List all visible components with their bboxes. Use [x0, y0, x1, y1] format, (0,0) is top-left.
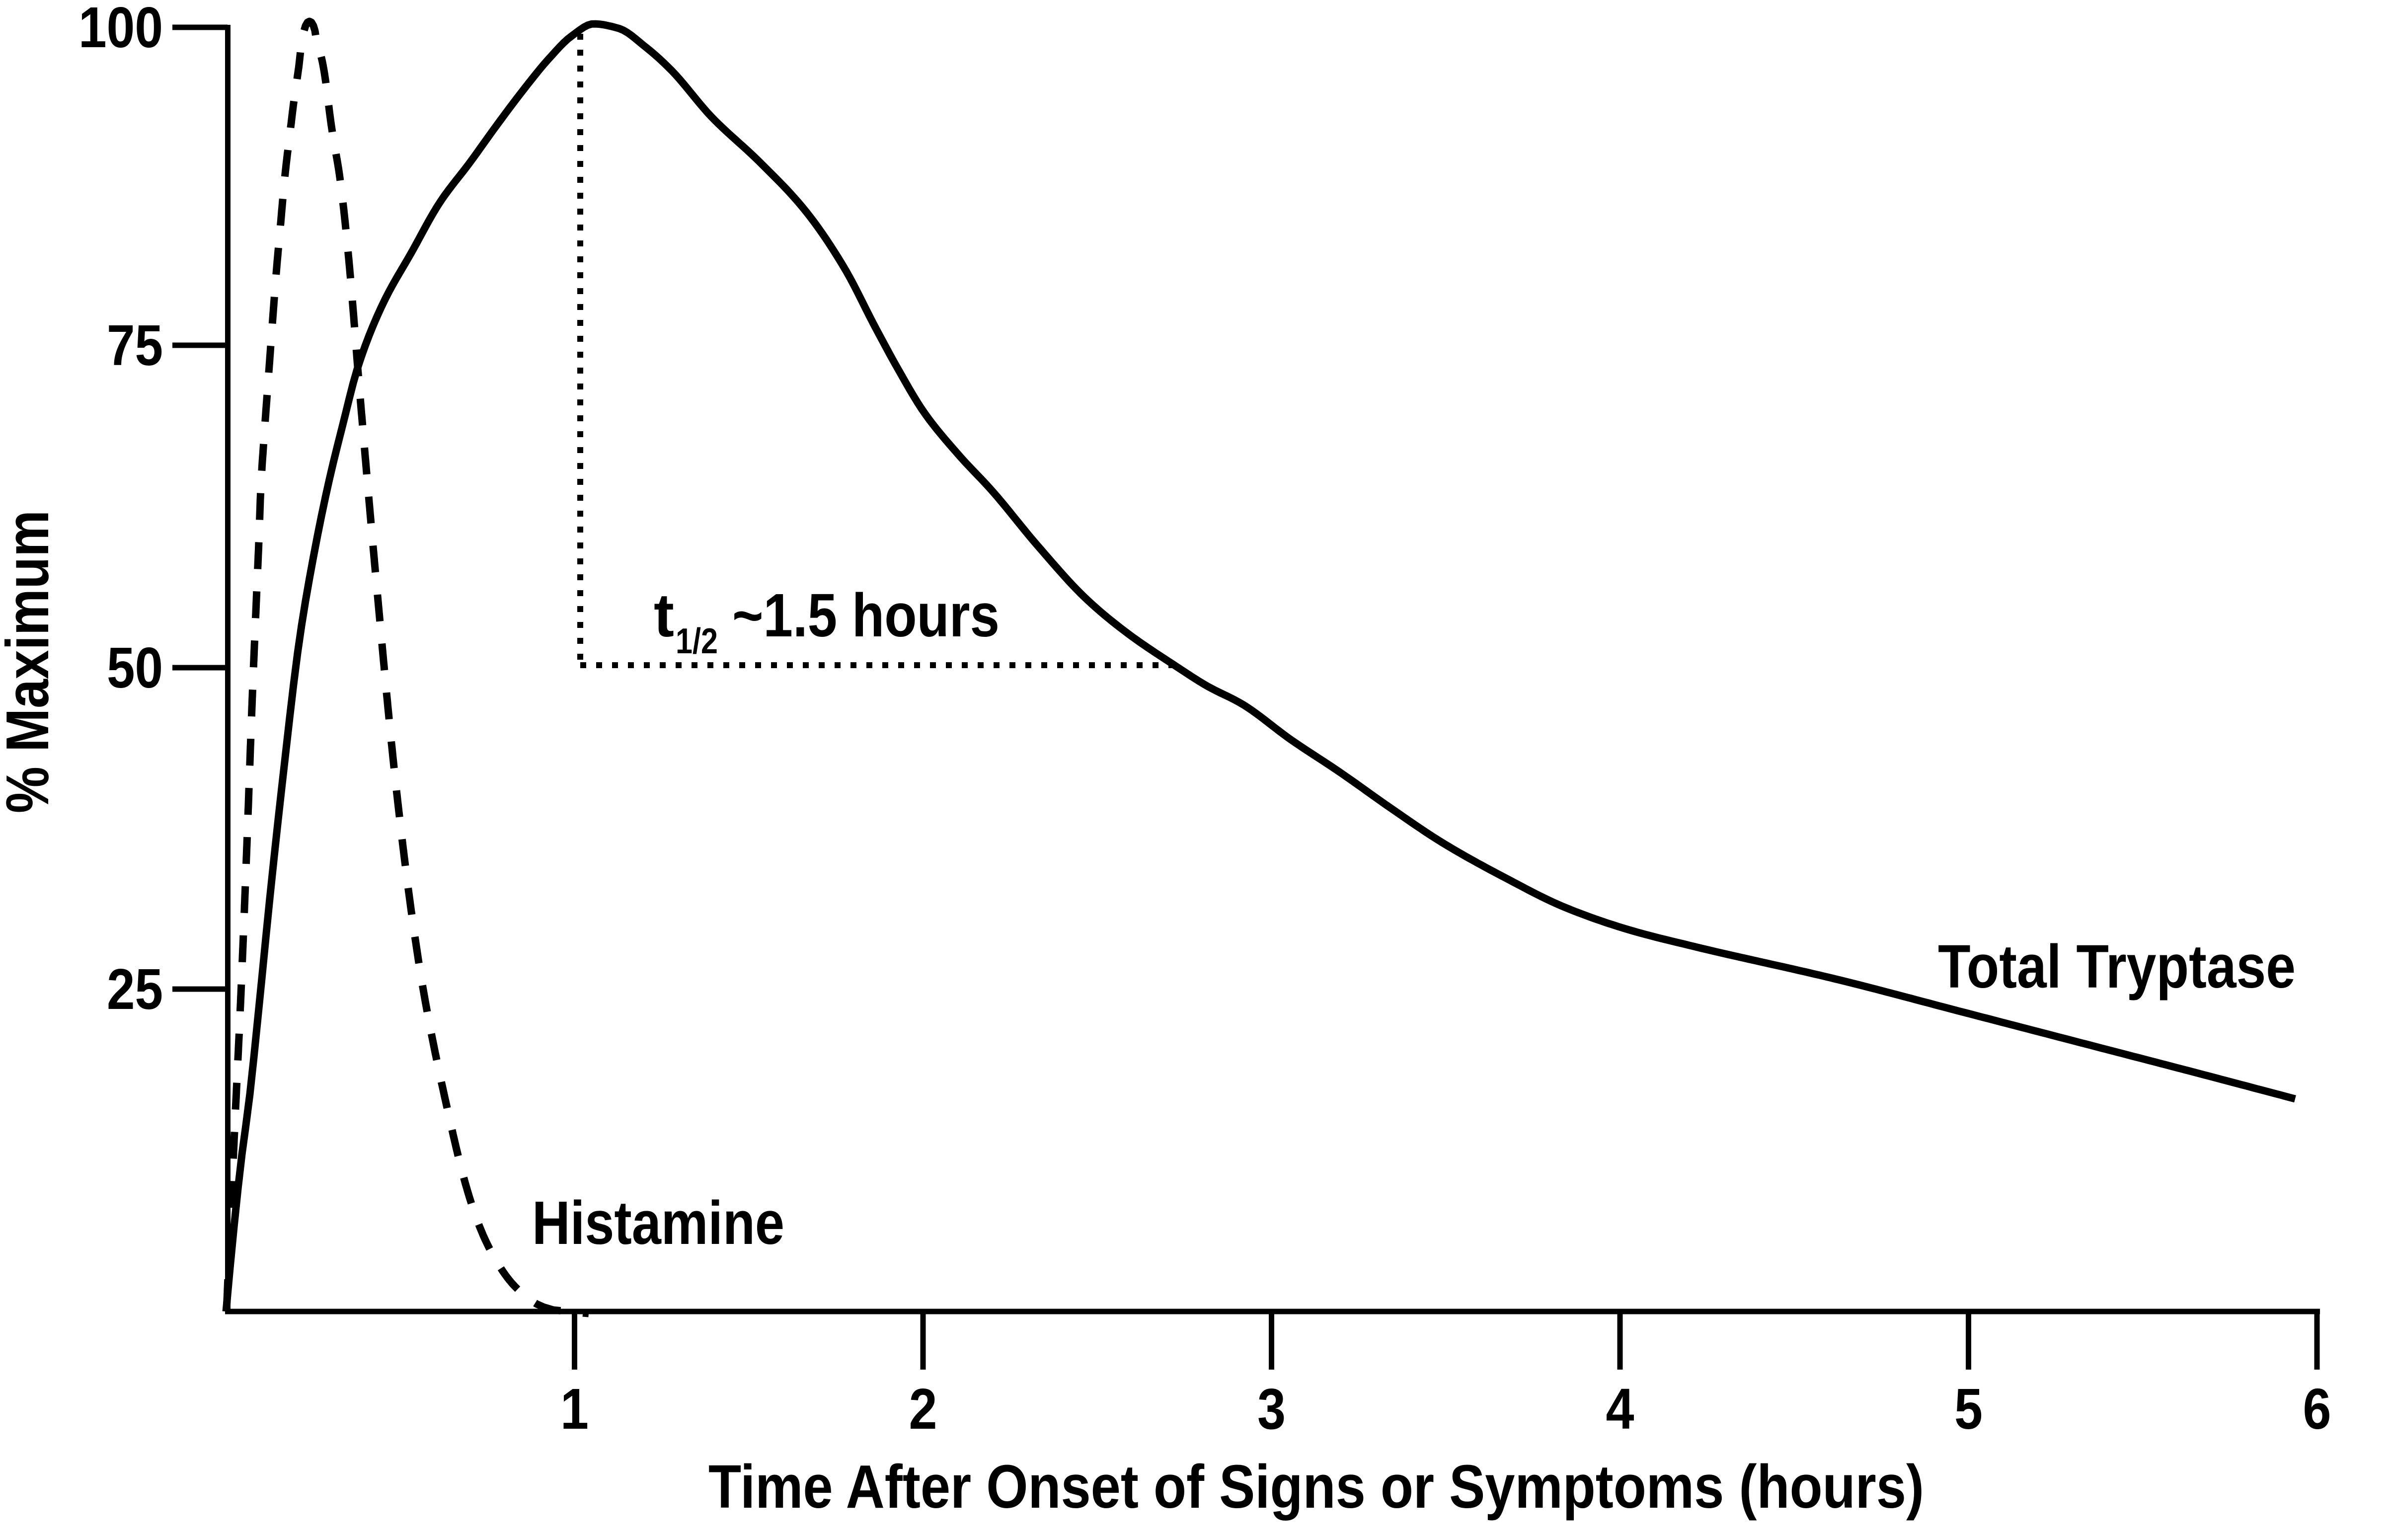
svg-text:2: 2 — [909, 1377, 937, 1441]
svg-text:1: 1 — [560, 1377, 589, 1441]
svg-text:% Maximum: % Maximum — [0, 510, 61, 813]
svg-text:25: 25 — [107, 957, 163, 1021]
svg-text:4: 4 — [1606, 1377, 1634, 1441]
svg-text:5: 5 — [1954, 1377, 1983, 1441]
svg-text:Total Tryptase: Total Tryptase — [1938, 933, 2296, 1001]
svg-text:1/2: 1/2 — [676, 621, 718, 661]
svg-text:t: t — [654, 582, 674, 650]
svg-text:~1.5 hours: ~1.5 hours — [732, 582, 1000, 650]
svg-text:75: 75 — [107, 313, 163, 378]
svg-text:100: 100 — [78, 0, 163, 60]
svg-text:Time After Onset of Signs or S: Time After Onset of Signs or Symptoms (h… — [708, 1453, 1924, 1521]
svg-text:Histamine: Histamine — [532, 1189, 784, 1257]
svg-text:3: 3 — [1257, 1377, 1286, 1441]
svg-text:6: 6 — [2303, 1377, 2331, 1441]
svg-text:50: 50 — [107, 635, 163, 700]
